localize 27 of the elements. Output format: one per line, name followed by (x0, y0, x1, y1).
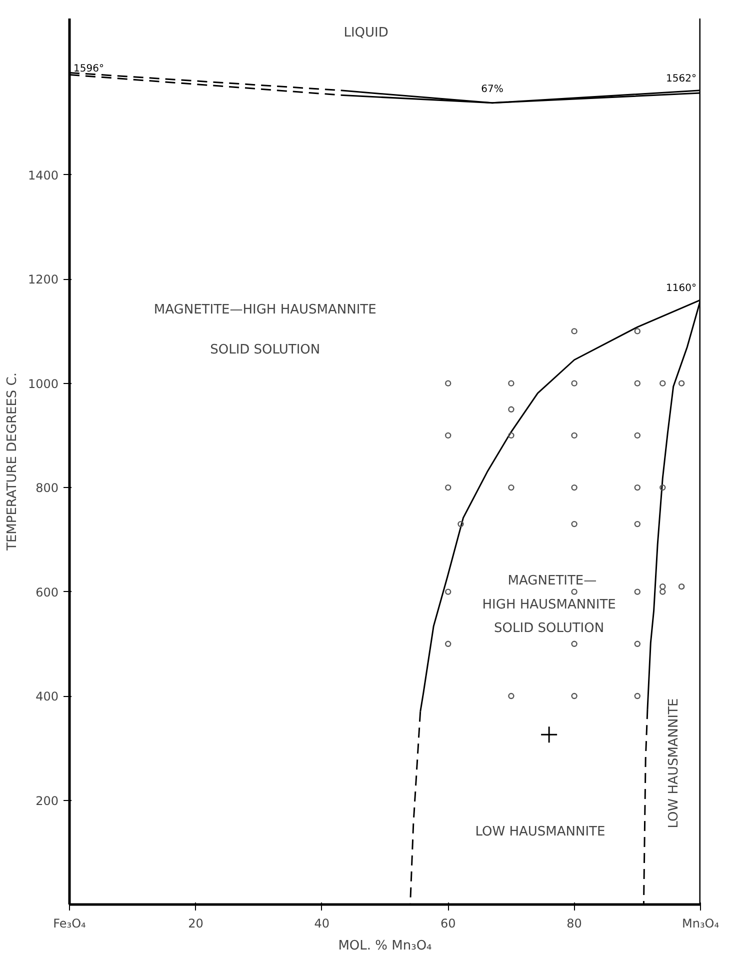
y-axis-title: TEMPERATURE DEGREES C. (4, 372, 20, 552)
annotation: 1160° (666, 282, 697, 294)
y-tick-label: 1200 (28, 272, 59, 287)
x-axis-title: MOL. % Mn₃O₄ (338, 938, 432, 954)
x-tick-label: 60 (440, 916, 456, 930)
x-tick-label: Fe₃O₄ (53, 916, 86, 930)
y-tick-label: 1400 (28, 168, 59, 182)
annotation: LIQUID (344, 25, 388, 40)
y-tick-label: 800 (36, 481, 58, 496)
annotation: MAGNETITE— (508, 573, 597, 588)
x-tick-label: Mn₃O₄ (682, 916, 720, 930)
annotation: LOW HAUSMANNITE (666, 698, 682, 828)
annotation: 1596° (74, 64, 104, 75)
annotation: HIGH HAUSMANNITE (482, 598, 616, 613)
y-tick-label: 1000 (28, 376, 59, 391)
annotation: SOLID SOLUTION (494, 620, 604, 636)
x-tick-label: 20 (188, 916, 204, 930)
annotation: 67% (481, 84, 504, 95)
y-tick-label: 400 (36, 690, 58, 704)
x-tick-label: 80 (566, 916, 582, 930)
annotation: 1562° (666, 73, 697, 84)
y-tick-label: 600 (36, 585, 58, 600)
y-tick-label: 200 (36, 794, 58, 808)
annotation: LOW HAUSMANNITE (475, 824, 606, 840)
annotation: MAGNETITE—HIGH HAUSMANNITE (154, 302, 376, 318)
x-tick-label: 40 (314, 916, 330, 930)
annotation: SOLID SOLUTION (210, 342, 320, 358)
